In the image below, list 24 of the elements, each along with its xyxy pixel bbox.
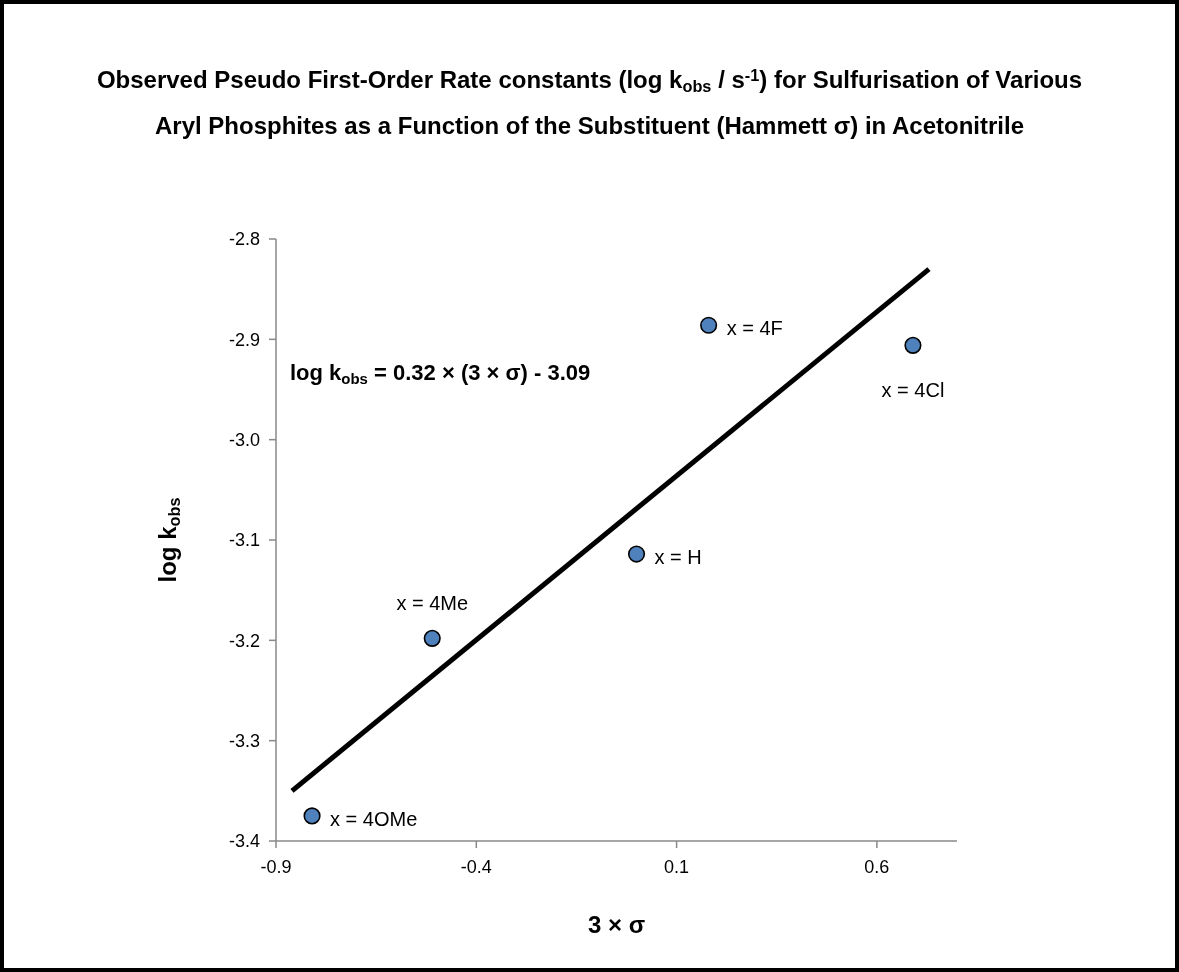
x-tick-label: -0.9 bbox=[260, 857, 292, 877]
x-tick-label: -0.4 bbox=[460, 857, 492, 877]
x-tick-label: 0.1 bbox=[664, 857, 690, 877]
point bbox=[700, 316, 718, 334]
y-tick-label: -3.2 bbox=[228, 630, 260, 651]
point bbox=[423, 629, 441, 647]
y-tick-label: -3.0 bbox=[228, 429, 260, 450]
annotation: x = 4F bbox=[726, 317, 783, 340]
annotation: x = 4OMe bbox=[330, 807, 418, 830]
y-tick-label: -3.3 bbox=[228, 730, 260, 751]
point bbox=[627, 545, 646, 563]
annotation: x = 4Me bbox=[396, 592, 469, 615]
point bbox=[303, 807, 321, 825]
y-tick-label: -2.9 bbox=[228, 329, 260, 350]
point bbox=[904, 336, 922, 354]
y-tick-label: -3.4 bbox=[228, 831, 260, 852]
annotation: x = H bbox=[654, 546, 702, 569]
x-tick-label: 0.6 bbox=[864, 857, 890, 877]
annotation: log k$_{obs}$ = 0.32 × (3 × σ) - 3.09 bbox=[290, 360, 591, 388]
y-tick-label: -3.1 bbox=[228, 530, 260, 551]
x-axis-title: 3 × σ bbox=[587, 911, 646, 938]
y-tick-label: -2.8 bbox=[228, 229, 260, 250]
annotation: x = 4Cl bbox=[881, 379, 945, 402]
chart-title: Observed Pseudo First-Order Rate constants (log k$_{obs}$ / s$^{-1}$) for Sulfurisation of Various Aryl Phosphites as a Function of the Substituent (Hammett σ) in Acetonitrile bbox=[96, 65, 1083, 139]
